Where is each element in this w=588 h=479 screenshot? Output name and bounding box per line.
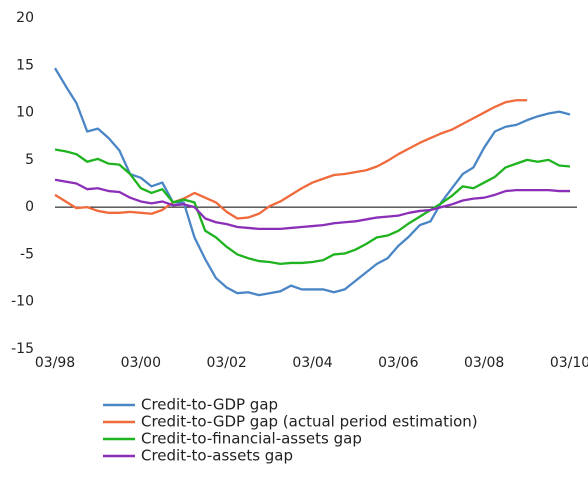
line [54,99,528,220]
x-tick-label: 03/06 [378,355,418,371]
y-tick-label: -15 [11,341,34,357]
line [54,148,571,266]
y-tick-label: -5 [20,246,34,262]
legend-label: Credit-to-assets gap [141,447,293,465]
legend-label: Credit-to-GDP gap [141,396,278,414]
line [54,178,570,231]
x-tick-label: 03/10 [550,355,588,371]
x-tick-label: 03/00 [121,355,161,371]
line [54,67,571,297]
x-tick-label: 03/04 [292,355,332,371]
x-tick-label: 03/08 [464,355,504,371]
y-tick-label: 15 [16,57,34,73]
y-tick-label: 20 [16,10,34,26]
legend-label: Credit-to-GDP gap (actual period estimat… [141,413,478,431]
y-tick-label: 5 [25,152,34,168]
y-tick-label: -10 [11,294,34,310]
y-tick-label: 10 [16,105,34,121]
x-tick-label: 03/02 [206,355,246,371]
x-tick-label: 03/98 [35,355,75,371]
legend-label: Credit-to-financial-assets gap [141,430,362,448]
y-tick-label: 0 [25,199,34,215]
